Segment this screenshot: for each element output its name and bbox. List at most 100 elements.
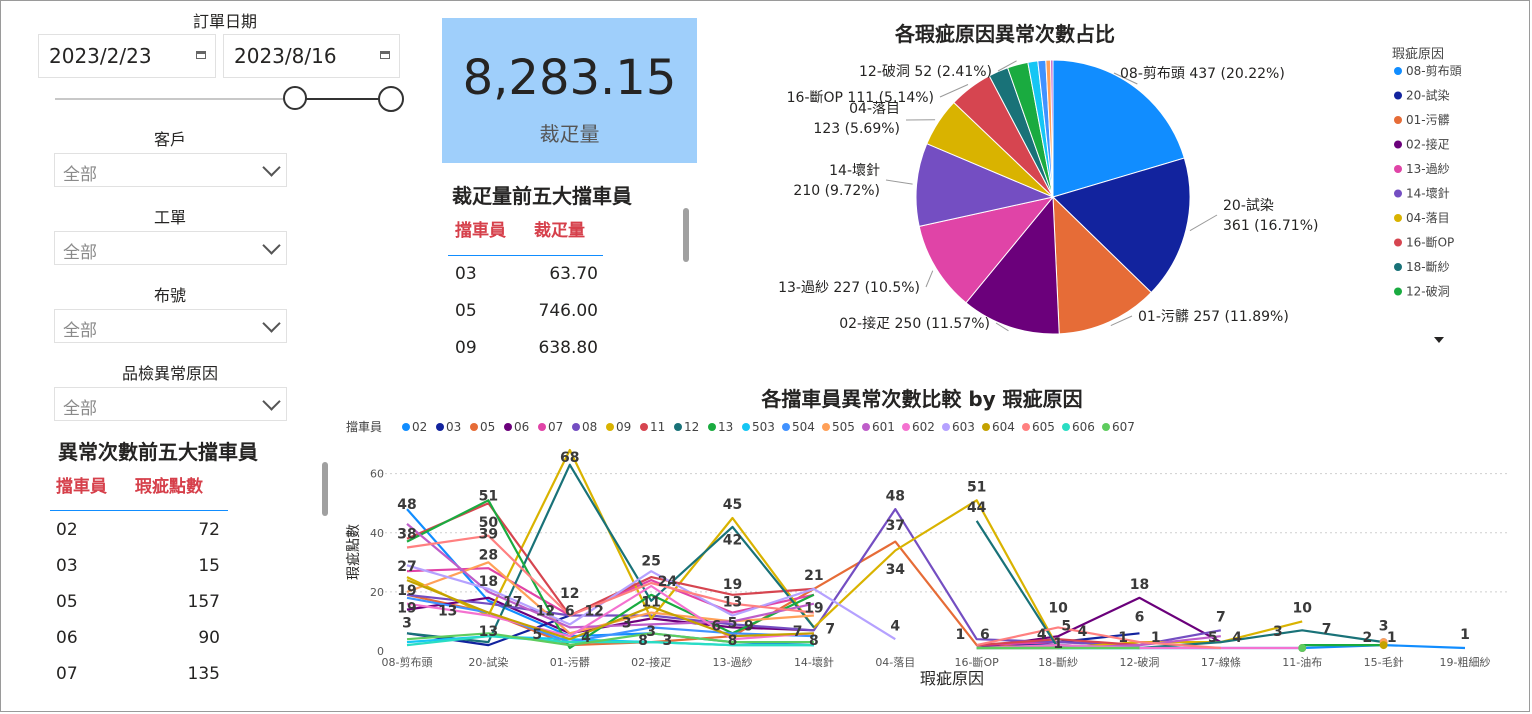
- line-data-label: 27: [397, 559, 416, 575]
- line-legend-item[interactable]: 601: [872, 420, 895, 434]
- x-tick-label: 02-接疋: [631, 656, 671, 669]
- pie-legend-item[interactable]: 16-斷OP: [1406, 236, 1454, 250]
- date-slider-handle-end[interactable]: [378, 86, 404, 112]
- line-data-label: 68: [560, 450, 579, 466]
- line-legend-item[interactable]: 07: [548, 420, 563, 434]
- x-tick-label: 13-過紗: [713, 656, 753, 669]
- line-legend-item[interactable]: 603: [952, 420, 975, 434]
- x-tick-label: 20-試染: [468, 655, 508, 669]
- line-series-point[interactable]: [1298, 644, 1307, 653]
- pie-legend-item[interactable]: 08-剪布頭: [1406, 63, 1462, 78]
- line-data-label: 5: [532, 627, 542, 643]
- line-legend-item[interactable]: 12: [684, 420, 699, 434]
- x-tick-label: 11-油布: [1282, 655, 1322, 669]
- line-legend-item[interactable]: 08: [582, 420, 597, 434]
- line-legend-marker: [1102, 423, 1110, 431]
- line-legend-item[interactable]: 03: [446, 420, 461, 434]
- pie-legend-marker: [1394, 263, 1402, 271]
- line-series-path[interactable]: [406, 508, 1466, 650]
- pie-legend-item[interactable]: 20-試染: [1406, 88, 1450, 103]
- line-data-label: 24: [658, 574, 678, 590]
- line-legend-marker: [674, 423, 682, 431]
- pie-legend-item[interactable]: 12-破洞: [1406, 284, 1450, 299]
- line-legend-item[interactable]: 505: [832, 420, 855, 434]
- defect-row-points: 157: [187, 592, 220, 612]
- line-series-path[interactable]: [406, 564, 896, 641]
- calendar-icon[interactable]: [196, 51, 206, 59]
- pie-legend-item[interactable]: 04-落目: [1406, 211, 1450, 225]
- line-legend-item[interactable]: 604: [992, 420, 1015, 434]
- pie-slice[interactable]: [918, 196, 1055, 304]
- line-data-label: 13: [723, 595, 742, 611]
- date-start-input[interactable]: 2023/2/23: [38, 34, 216, 78]
- y-tick-label: 20: [370, 586, 384, 599]
- pie-legend-item[interactable]: 02-接疋: [1406, 137, 1450, 152]
- cut-row-amount: 63.70: [549, 264, 598, 284]
- line-data-label: 38: [397, 527, 416, 543]
- line-series-path[interactable]: [406, 534, 1221, 650]
- line-legend-item[interactable]: 503: [752, 420, 775, 434]
- defect-row-operator: 07: [56, 664, 78, 684]
- line-data-label: 12: [584, 604, 603, 620]
- workorder-dropdown[interactable]: 全部: [54, 231, 287, 265]
- pie-data-label: 14-壞針: [829, 163, 880, 179]
- legend-scroll-down-icon[interactable]: [1434, 337, 1444, 343]
- y-tick-label: 60: [370, 468, 384, 481]
- x-tick-label: 01-污髒: [550, 656, 590, 669]
- qc-reason-dropdown[interactable]: 全部: [54, 387, 287, 421]
- customer-dropdown[interactable]: 全部: [54, 153, 287, 187]
- line-legend-marker: [538, 423, 546, 431]
- pie-slice[interactable]: [1050, 59, 1054, 198]
- line-legend-item[interactable]: 606: [1072, 420, 1095, 434]
- pie-legend-item[interactable]: 01-污髒: [1406, 113, 1450, 127]
- line-legend-marker: [942, 423, 950, 431]
- line-legend-item[interactable]: 607: [1112, 420, 1135, 434]
- pie-slice[interactable]: [1052, 157, 1191, 294]
- line-data-label: 7: [1322, 621, 1332, 637]
- line-data-label: 6: [980, 627, 990, 643]
- fabric-dropdown[interactable]: 全部: [54, 309, 287, 343]
- line-legend: 02 03 05 06 07 08 09 11 12 13 503 504 505 601 602 603 60…: [402, 420, 1135, 434]
- line-data-label: 19: [804, 601, 823, 617]
- line-data-label: 10: [1292, 601, 1312, 617]
- pie-legend-title: 瑕疵原因: [1392, 47, 1444, 62]
- line-series-path[interactable]: [406, 502, 1140, 647]
- order-date-label: 訂單日期: [192, 12, 257, 31]
- line-legend-item[interactable]: 602: [912, 420, 935, 434]
- line-data-label: 7: [1216, 609, 1226, 625]
- line-legend-marker: [504, 423, 512, 431]
- line-data-label: 7: [825, 621, 835, 637]
- line-legend-item[interactable]: 11: [650, 420, 665, 434]
- line-legend-item[interactable]: 02: [412, 420, 427, 434]
- date-slider-track[interactable]: [55, 98, 398, 100]
- pie-slice[interactable]: [915, 143, 1055, 228]
- line-legend-item[interactable]: 06: [514, 420, 529, 434]
- pie-slice[interactable]: [1052, 59, 1185, 198]
- line-data-label: 19: [723, 577, 742, 593]
- line-legend-marker: [708, 423, 716, 431]
- line-legend-item[interactable]: 13: [718, 420, 733, 434]
- line-legend-item[interactable]: 05: [480, 420, 495, 434]
- cut-table-scrollbar[interactable]: [683, 208, 689, 262]
- pie-legend-item[interactable]: 14-壞針: [1406, 186, 1450, 201]
- line-series-point[interactable]: [1379, 641, 1388, 650]
- pie-slice[interactable]: [1052, 195, 1152, 335]
- date-end-input[interactable]: 2023/8/16: [223, 34, 400, 78]
- pie-legend-item[interactable]: 18-斷紗: [1406, 260, 1450, 274]
- defect-row-points: 135: [187, 664, 220, 684]
- line-data-label: 50: [479, 515, 499, 531]
- line-legend-item[interactable]: 605: [1032, 420, 1055, 434]
- calendar-icon[interactable]: [380, 51, 390, 59]
- line-data-label: 4: [1232, 630, 1242, 646]
- pie-slice[interactable]: [965, 195, 1060, 335]
- line-data-label: 44: [967, 500, 987, 516]
- line-legend-item[interactable]: 09: [616, 420, 631, 434]
- defect-row-operator: 05: [56, 592, 78, 612]
- line-legend-item[interactable]: 504: [792, 420, 815, 434]
- line-data-label: 25: [641, 553, 660, 569]
- date-slider-handle-start[interactable]: [283, 86, 307, 110]
- defect-table-scrollbar[interactable]: [322, 462, 328, 516]
- workorder-value: 全部: [63, 243, 97, 263]
- pie-legend-item[interactable]: 13-過紗: [1406, 162, 1450, 176]
- line-data-label: 3: [663, 633, 673, 649]
